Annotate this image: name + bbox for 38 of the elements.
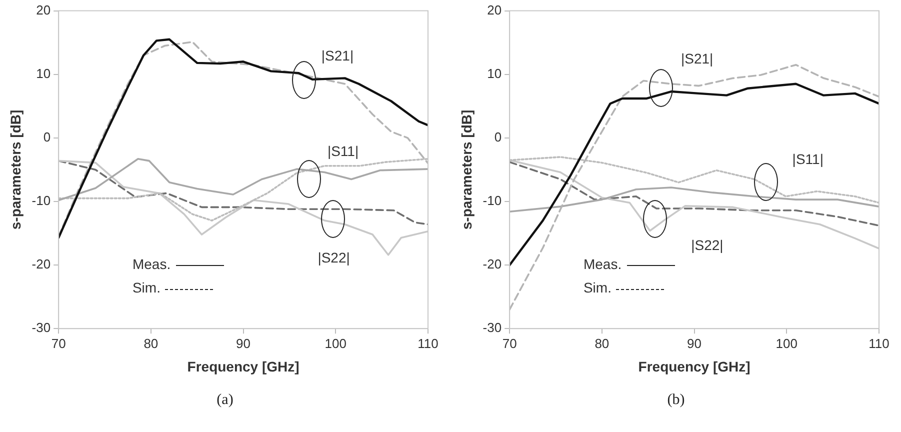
y-tick-label: 0 xyxy=(43,130,51,144)
x-tick-label: 80 xyxy=(594,336,610,351)
annotation: |S22| xyxy=(318,250,350,266)
annotation: |S21| xyxy=(321,47,354,64)
annotation: Sim. xyxy=(132,280,160,296)
x-tick-label: 70 xyxy=(502,336,517,351)
annotation: Meas. xyxy=(132,256,171,272)
x-axis-title: Frequency [GHz] xyxy=(187,358,300,374)
text: (a) xyxy=(216,392,234,409)
x-tick-label: 110 xyxy=(418,336,438,351)
text: (b) xyxy=(666,392,686,409)
y-tick-label: -30 xyxy=(32,320,51,336)
annotation: |S21| xyxy=(680,50,714,67)
y-tick-label: -10 xyxy=(482,193,502,208)
annotation: Meas. xyxy=(583,256,622,272)
annotation: Sim. xyxy=(583,280,612,296)
y-tick-label: -30 xyxy=(482,320,502,336)
y-tick-label: 20 xyxy=(36,2,51,18)
annotation: |S11| xyxy=(792,151,824,168)
y-axis-title: s-parameters [dB] xyxy=(7,110,24,230)
x-tick-label: 100 xyxy=(324,336,346,351)
annotation: |S22| xyxy=(691,236,724,253)
x-tick-label: 90 xyxy=(687,336,702,351)
x-tick-label: 70 xyxy=(51,336,66,351)
y-tick-label: -10 xyxy=(32,193,51,208)
annotation: |S11| xyxy=(327,142,359,159)
y-tick-label: 20 xyxy=(487,2,502,18)
x-tick-label: 90 xyxy=(236,336,251,351)
y-tick-label: 0 xyxy=(494,130,502,144)
y-tick-label: 10 xyxy=(487,66,502,81)
x-axis-title: Frequency [GHz] xyxy=(638,358,750,374)
x-tick-label: 80 xyxy=(144,336,158,351)
x-tick-label: 100 xyxy=(776,336,798,351)
y-tick-label: 10 xyxy=(36,66,51,81)
x-tick-label: 110 xyxy=(868,336,890,351)
y-tick-label: -20 xyxy=(482,256,502,272)
y-axis-title: s-parameters [dB] xyxy=(458,110,474,230)
y-tick-label: -20 xyxy=(32,256,51,272)
